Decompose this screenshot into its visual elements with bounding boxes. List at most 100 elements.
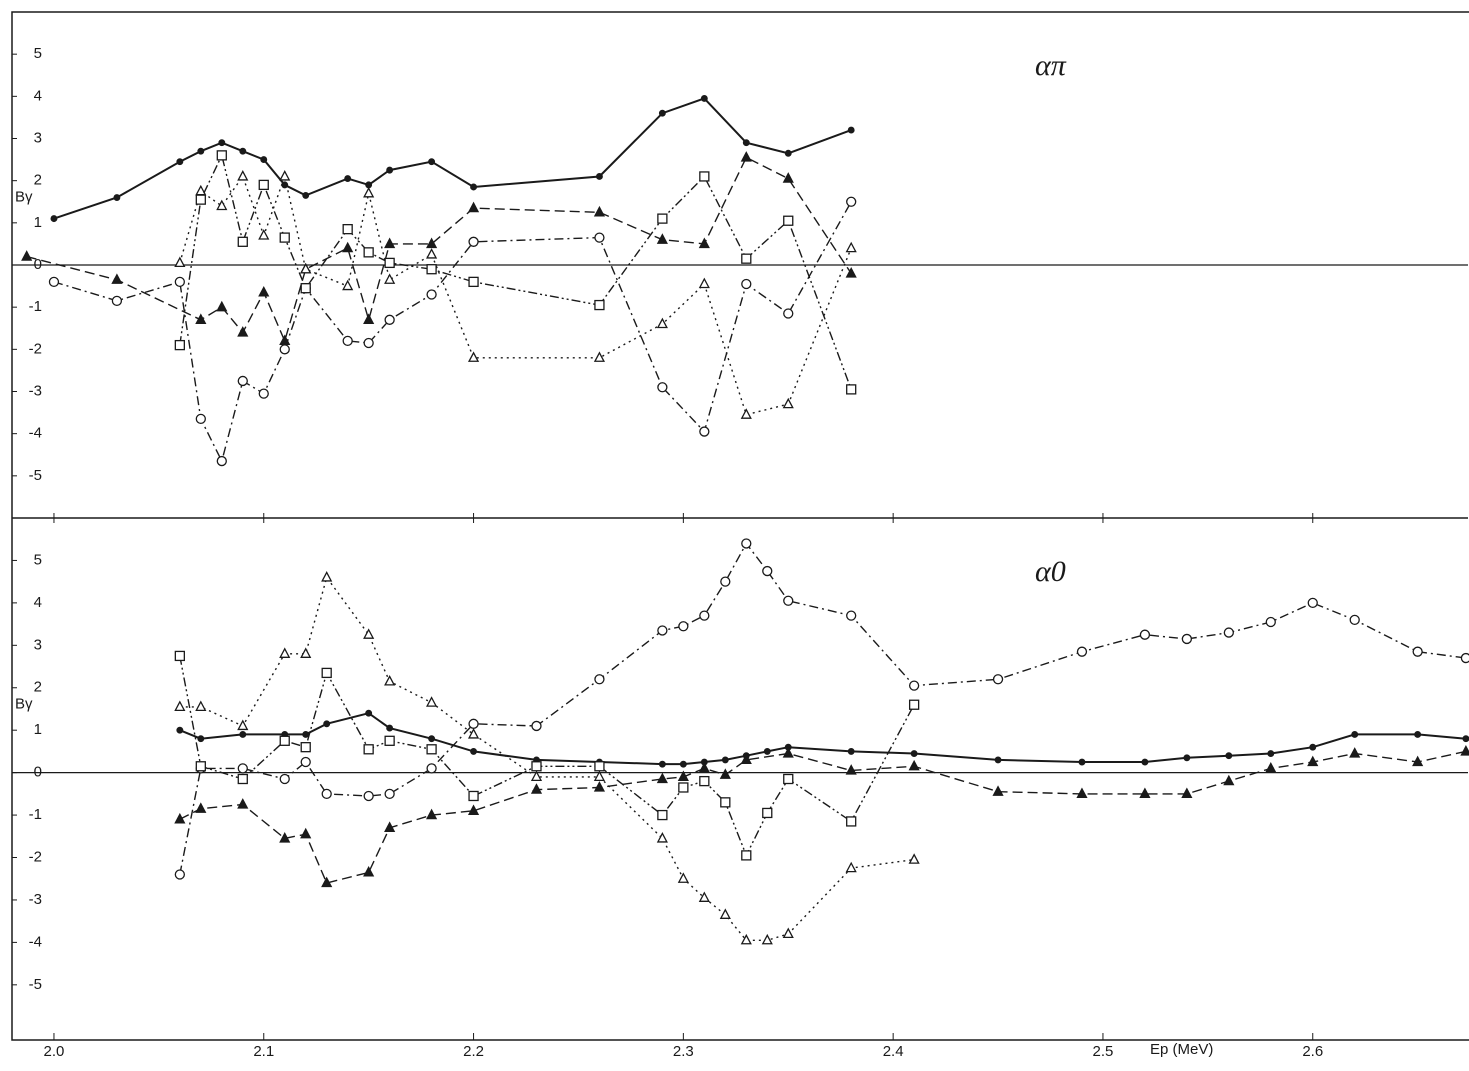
point	[174, 276, 185, 288]
point	[1460, 652, 1469, 664]
point	[678, 621, 689, 632]
point	[195, 802, 207, 813]
point	[468, 790, 479, 802]
point	[428, 158, 436, 166]
point	[657, 213, 668, 224]
point	[365, 709, 373, 717]
point	[384, 788, 395, 800]
point	[656, 233, 668, 244]
point	[50, 215, 58, 223]
point	[300, 827, 312, 839]
point	[678, 782, 689, 793]
point	[719, 908, 731, 919]
point	[302, 730, 310, 738]
point	[384, 821, 396, 832]
point	[426, 808, 438, 820]
point	[384, 273, 396, 284]
point	[992, 785, 1004, 796]
point	[218, 139, 226, 147]
point	[258, 286, 270, 297]
point	[237, 236, 248, 247]
point	[195, 413, 206, 425]
point	[321, 788, 332, 800]
point	[1349, 614, 1360, 626]
point	[992, 674, 1004, 685]
point	[699, 610, 710, 621]
y-tick-label: 1	[34, 721, 42, 738]
series-line	[26, 156, 852, 343]
point	[700, 94, 708, 102]
point	[176, 158, 184, 166]
y-tick-label: 5	[34, 551, 42, 568]
point	[258, 179, 269, 191]
point	[468, 718, 479, 729]
point	[237, 719, 249, 731]
point	[363, 337, 374, 349]
point	[846, 384, 857, 395]
series-line	[179, 542, 1466, 875]
point	[384, 735, 395, 746]
point	[323, 720, 331, 728]
point	[237, 798, 249, 809]
point	[365, 181, 373, 189]
point	[784, 149, 792, 157]
point	[761, 933, 773, 945]
point	[698, 237, 710, 249]
point	[300, 262, 312, 274]
point	[740, 408, 752, 419]
point	[783, 595, 794, 606]
point	[593, 205, 606, 217]
y-tick-label: 3	[34, 636, 42, 653]
point	[1414, 730, 1422, 738]
series-line	[53, 97, 852, 220]
point	[174, 812, 186, 824]
y-tick-label: 0	[34, 764, 42, 781]
point	[1267, 750, 1275, 757]
point	[994, 756, 1002, 764]
plot-frame	[11, 11, 1469, 1041]
point	[237, 375, 248, 387]
point	[216, 300, 228, 312]
y-axis-label: Bγ	[15, 189, 33, 206]
point	[197, 735, 205, 743]
series-line	[179, 153, 852, 390]
point	[470, 747, 478, 755]
point	[113, 194, 121, 201]
point	[782, 927, 794, 939]
point	[530, 783, 543, 794]
point	[342, 279, 354, 291]
point	[656, 772, 668, 784]
point	[720, 576, 731, 587]
point	[762, 565, 773, 577]
point	[239, 730, 247, 738]
point	[845, 764, 857, 775]
point	[258, 229, 270, 240]
point	[342, 335, 353, 347]
point	[279, 344, 290, 355]
point	[279, 170, 291, 181]
point	[195, 184, 207, 196]
point	[677, 872, 689, 883]
point	[195, 313, 207, 324]
point	[1307, 597, 1318, 609]
point	[197, 147, 205, 155]
x-tick-label: 2.1	[253, 1043, 274, 1060]
point	[467, 804, 480, 815]
point	[468, 276, 479, 288]
point	[174, 339, 185, 351]
point	[1265, 762, 1277, 773]
point	[467, 728, 480, 739]
point	[300, 742, 311, 753]
point	[279, 232, 290, 243]
point	[740, 933, 752, 945]
point	[742, 139, 750, 147]
y-tick-label: -3	[29, 382, 42, 399]
y-axis-label: Bγ	[15, 696, 33, 713]
point	[1351, 730, 1359, 738]
point	[1078, 758, 1086, 766]
x-tick-label: 2.6	[1302, 1043, 1323, 1060]
point	[845, 861, 857, 873]
x-tick-label: 2.5	[1093, 1043, 1114, 1060]
point	[741, 850, 752, 861]
point	[740, 753, 752, 765]
